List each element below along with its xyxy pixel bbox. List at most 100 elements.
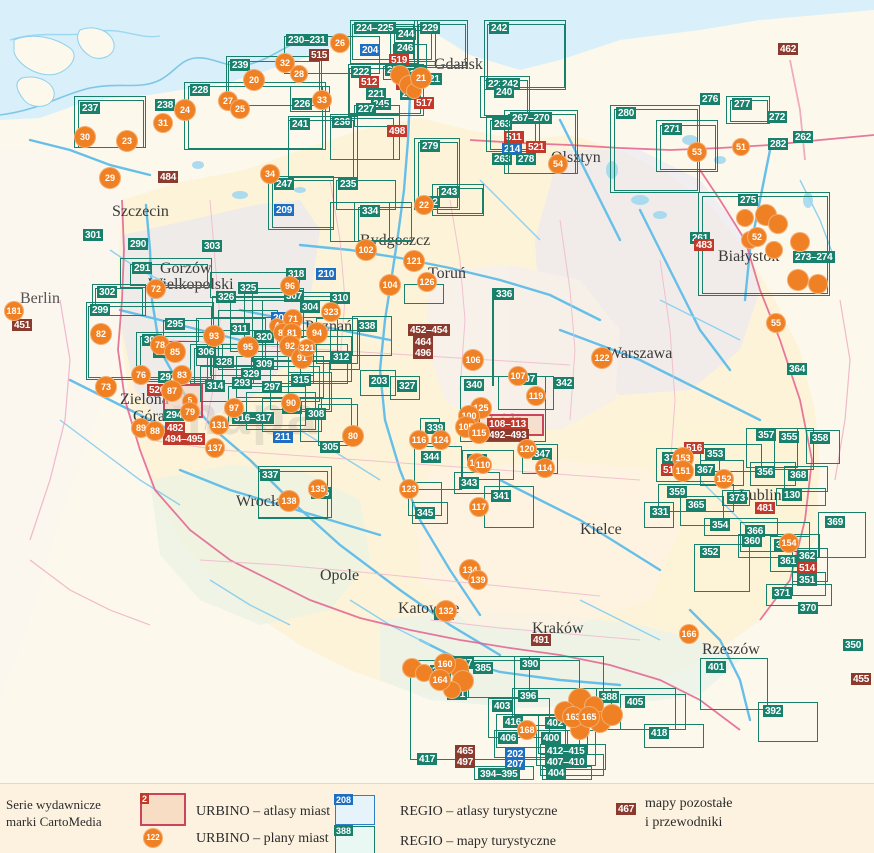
- sheet-label[interactable]: 295: [165, 318, 186, 330]
- sheet-label[interactable]: 202: [505, 748, 526, 760]
- sheet-box[interactable]: [418, 24, 466, 66]
- city-plan-marker[interactable]: 90: [281, 393, 301, 413]
- sheet-box[interactable]: [95, 288, 143, 316]
- sheet-label[interactable]: 360: [742, 535, 763, 547]
- sheet-label[interactable]: 221: [366, 88, 387, 100]
- sheet-box[interactable]: [330, 118, 394, 160]
- sheet-box[interactable]: [484, 20, 566, 90]
- city-plan-marker[interactable]: 137: [205, 438, 225, 458]
- sheet-label[interactable]: 235: [338, 178, 359, 190]
- sheet-box[interactable]: [740, 522, 810, 552]
- sheet-label[interactable]: 108–113: [487, 418, 528, 430]
- sheet-label[interactable]: 341: [491, 490, 512, 502]
- sheet-label[interactable]: 204: [360, 44, 381, 56]
- sheet-label[interactable]: 366: [745, 525, 766, 537]
- sheet-label[interactable]: 517: [414, 97, 435, 109]
- sheet-label[interactable]: 278: [516, 153, 537, 165]
- sheet-box[interactable]: [330, 330, 360, 370]
- sheet-label[interactable]: 224–225: [354, 22, 396, 34]
- sheet-label[interactable]: 355: [779, 431, 800, 443]
- sheet-label[interactable]: 311: [230, 323, 250, 335]
- sheet-label[interactable]: 315: [291, 374, 312, 386]
- city-plan-marker[interactable]: 321: [298, 339, 316, 357]
- sheet-label[interactable]: 130: [782, 489, 803, 501]
- sheet-box[interactable]: [660, 125, 716, 170]
- city-plan-marker[interactable]: 106: [462, 349, 484, 371]
- city-plan-marker[interactable]: [415, 664, 433, 682]
- city-plan-marker[interactable]: 54: [548, 154, 568, 174]
- sheet-label[interactable]: 336: [494, 288, 515, 300]
- sheet-box[interactable]: [130, 264, 208, 286]
- sheet-label[interactable]: 263: [492, 118, 513, 130]
- sheet-label[interactable]: 211: [273, 431, 293, 443]
- sheet-label[interactable]: 331: [650, 506, 671, 518]
- sheet-label[interactable]: 294: [164, 409, 185, 421]
- city-plan-marker[interactable]: 72: [146, 279, 166, 299]
- sheet-label[interactable]: 228: [190, 84, 211, 96]
- city-plan-marker[interactable]: 96: [280, 276, 300, 296]
- city-plan-marker[interactable]: 165: [578, 706, 600, 728]
- sheet-label[interactable]: 262: [793, 131, 814, 143]
- sheet-box[interactable]: [700, 658, 768, 710]
- sheet-label[interactable]: 412–415: [545, 745, 587, 757]
- sheet-box[interactable]: [726, 96, 770, 124]
- sheet-label[interactable]: 361: [778, 555, 799, 567]
- sheet-label[interactable]: 328: [214, 356, 235, 368]
- city-plan-marker[interactable]: 138: [278, 490, 300, 512]
- city-plan-marker[interactable]: 168: [517, 720, 537, 740]
- sheet-label[interactable]: 390: [520, 658, 541, 670]
- sheet-label[interactable]: 405: [625, 696, 646, 708]
- sheet-label[interactable]: 370: [798, 602, 819, 614]
- sheet-box[interactable]: [272, 180, 334, 228]
- sheet-box[interactable]: [360, 370, 396, 396]
- city-plan-marker[interactable]: 126: [417, 272, 437, 292]
- sheet-label[interactable]: 357: [756, 429, 777, 441]
- sheet-label[interactable]: 515: [309, 49, 330, 61]
- sheet-label[interactable]: 340: [464, 379, 485, 391]
- sheet-box[interactable]: [784, 466, 828, 492]
- city-plan-marker[interactable]: 52: [747, 227, 767, 247]
- sheet-label[interactable]: 306: [196, 346, 217, 358]
- city-plan-marker[interactable]: 123: [399, 479, 419, 499]
- city-plan-marker[interactable]: 22: [414, 195, 434, 215]
- sheet-label[interactable]: 512: [359, 76, 380, 88]
- sheet-label[interactable]: 240: [494, 86, 515, 98]
- sheet-label[interactable]: 481: [755, 502, 776, 514]
- city-plan-marker[interactable]: 107: [508, 366, 528, 386]
- sheet-label[interactable]: 354: [710, 519, 731, 531]
- sheet-label[interactable]: 519: [389, 54, 410, 66]
- city-plan-marker[interactable]: 32: [275, 53, 295, 73]
- sheet-label[interactable]: 356: [755, 466, 776, 478]
- sheet-label[interactable]: 304: [300, 301, 321, 313]
- city-plan-marker[interactable]: 28: [290, 65, 308, 83]
- sheet-box[interactable]: [758, 702, 818, 742]
- sheet-label[interactable]: 209: [274, 204, 295, 216]
- sheet-box[interactable]: [656, 120, 718, 172]
- city-plan-marker[interactable]: 85: [164, 341, 186, 363]
- city-plan-marker[interactable]: [790, 232, 810, 252]
- city-plan-marker[interactable]: 104: [379, 274, 401, 296]
- sheet-box[interactable]: [352, 316, 392, 356]
- sheet-label[interactable]: 290: [128, 238, 149, 250]
- city-plan-marker[interactable]: 120: [517, 439, 537, 459]
- city-plan-marker[interactable]: 51: [732, 138, 750, 156]
- sheet-label[interactable]: 279: [420, 140, 441, 152]
- sheet-label[interactable]: 464: [413, 336, 434, 348]
- sheet-label[interactable]: 371: [772, 587, 793, 599]
- sheet-box[interactable]: [487, 24, 565, 88]
- sheet-label[interactable]: 214: [502, 143, 523, 155]
- city-plan-marker[interactable]: 154: [779, 533, 799, 553]
- sheet-label[interactable]: 243: [439, 186, 460, 198]
- sheet-label[interactable]: 236: [332, 116, 353, 128]
- sheet-label[interactable]: 455: [851, 673, 872, 685]
- city-plan-marker[interactable]: 152: [714, 469, 734, 489]
- sheet-box[interactable]: [354, 105, 400, 127]
- city-plan-marker[interactable]: 34: [260, 164, 280, 184]
- sheet-label[interactable]: 343: [459, 477, 480, 489]
- sheet-label[interactable]: 229: [420, 22, 441, 34]
- sheet-label[interactable]: 247: [274, 178, 295, 190]
- city-plan-marker[interactable]: [736, 209, 754, 227]
- sheet-label[interactable]: 359: [667, 486, 688, 498]
- sheet-label[interactable]: 239: [230, 59, 251, 71]
- sheet-label[interactable]: 482: [165, 422, 186, 434]
